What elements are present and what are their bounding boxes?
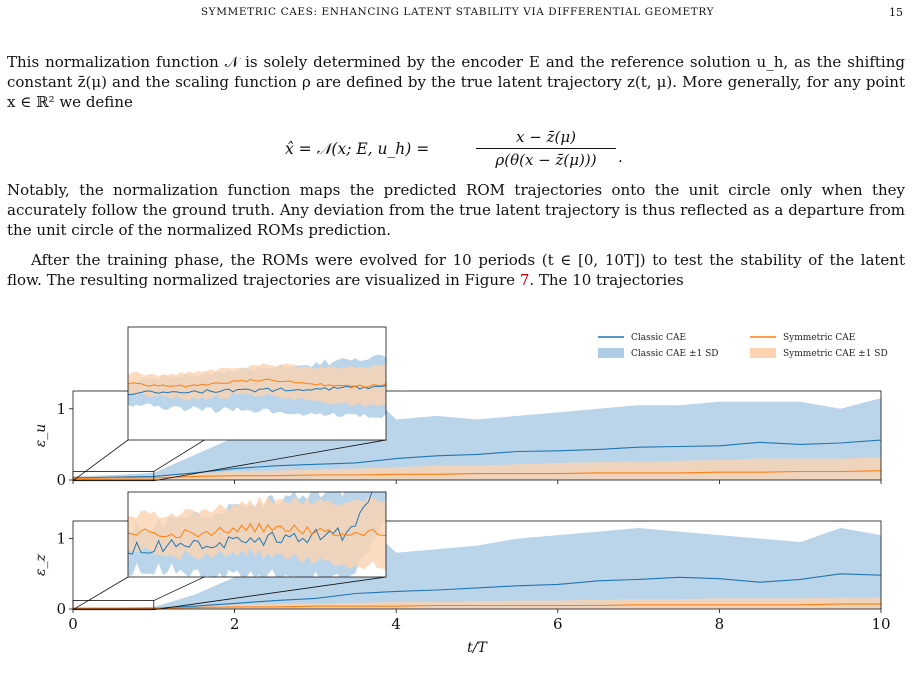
page-number: 15	[889, 6, 903, 19]
zoom-connector	[72, 439, 129, 482]
chart-panel-eps-u: 0 1 ε_u	[33, 326, 882, 489]
y-tick-label: 0	[56, 471, 66, 489]
axes-frame	[72, 520, 882, 610]
classic-sd-band	[73, 514, 881, 609]
symmetric-sd-band	[73, 597, 881, 609]
legend-entry: Classic CAE ±1 SD	[631, 349, 718, 359]
zoom-connector	[72, 576, 129, 611]
y-axis-label: ε_u	[33, 424, 49, 448]
x-tick-label: 10	[871, 615, 890, 633]
y-axis-label: ε_z	[33, 553, 49, 576]
paragraph-text-a: After the training phase, the ROMs were …	[7, 251, 905, 289]
error-figure: Classic CAE Classic CAE ±1 SD Symmetric CA…	[33, 326, 891, 656]
equation-lhs: x̂ = 𝒩(x; E, u_h) =	[285, 140, 430, 158]
x-tick-label: 6	[553, 615, 563, 633]
inset-plot-area	[128, 354, 386, 419]
chart-panel-eps-z: 010 2 4 6 8 10t/Tε_z	[33, 491, 891, 656]
symmetric-sd-band	[73, 457, 881, 480]
x-axis-label: t/T	[467, 640, 488, 656]
plot-area	[73, 380, 881, 480]
paragraph-unit-circle: Notably, the normalization function maps…	[7, 180, 905, 240]
equation-period: .	[618, 148, 623, 166]
y-tick-label: 1	[56, 530, 66, 548]
inset-symmetric-band	[128, 496, 386, 570]
paragraph-text-b: . The 10 trajectories	[529, 271, 684, 289]
legend-entry: Symmetric CAE	[783, 333, 855, 343]
x-tick-label: 8	[715, 615, 725, 633]
classic-sd-band	[73, 380, 881, 480]
zoom-inset	[127, 491, 387, 578]
equation-fraction: x − z̄(μ) ρ(θ(x − z̄(μ)))	[476, 128, 616, 169]
running-title: SYMMETRIC CAES: ENHANCING LATENT STABILI…	[200, 6, 715, 18]
figure-reference-link[interactable]: 7	[519, 271, 530, 289]
plot-area	[73, 514, 881, 609]
paragraph-training: After the training phase, the ROMs were …	[7, 250, 905, 290]
x-tick-label: 4	[391, 615, 401, 633]
zoom-inset	[127, 326, 387, 441]
legend-entry: Classic CAE	[631, 333, 686, 343]
y-tick-label: 0	[56, 600, 66, 618]
paragraph-normalization: This normalization function 𝒩 is solely …	[7, 52, 905, 112]
legend-swatch-band	[598, 348, 624, 358]
chart-legend: Classic CAE Classic CAE ±1 SD Symmetric CA…	[598, 333, 888, 359]
equation-numerator: x − z̄(μ)	[476, 128, 616, 149]
symmetric-series-line	[73, 603, 881, 609]
y-tick-label: 1	[56, 400, 66, 418]
symmetric-series-line	[73, 470, 881, 480]
paragraph-text: Notably, the normalization function maps…	[7, 181, 905, 239]
inset-symmetric-band	[128, 362, 386, 407]
normalization-equation: x̂ = 𝒩(x; E, u_h) = x − z̄(μ) ρ(θ(x − z̄…	[0, 128, 915, 174]
inset-classic-line	[128, 385, 386, 396]
legend-swatch-band	[750, 348, 776, 358]
zoom-region-box	[72, 471, 155, 482]
x-tick-label: 2	[230, 615, 240, 633]
paragraph-text: After the training phase, the ROMs were …	[7, 250, 905, 290]
zoom-connector	[153, 576, 387, 611]
inset-symmetric-line	[128, 522, 386, 539]
running-header: SYMMETRIC CAES: ENHANCING LATENT STABILI…	[0, 6, 915, 20]
inset-classic-line	[128, 492, 373, 555]
inset-frame	[127, 491, 387, 578]
x-tick-label: 0	[68, 615, 78, 633]
inset-symmetric-line	[128, 378, 386, 388]
paragraph-text: This normalization function 𝒩 is solely …	[7, 53, 905, 111]
inset-frame	[127, 326, 387, 441]
zoom-region-box	[72, 600, 155, 611]
axes-frame	[72, 390, 882, 481]
equation-denominator: ρ(θ(x − z̄(μ)))	[495, 151, 597, 169]
classic-series-line	[73, 573, 881, 609]
zoom-connector	[153, 439, 387, 482]
legend-entry: Symmetric CAE ±1 SD	[783, 349, 888, 359]
inset-plot-area	[128, 492, 386, 577]
